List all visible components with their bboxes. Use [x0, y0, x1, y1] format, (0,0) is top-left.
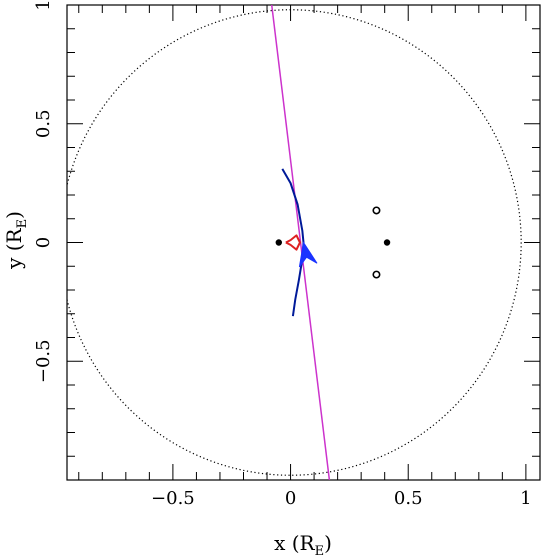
direction-arrow: [298, 241, 318, 268]
y-tick-label: 0.5: [33, 109, 54, 138]
y-axis-label: y (RE): [2, 211, 30, 270]
image-point: [372, 206, 381, 215]
lens-point: [383, 239, 391, 246]
einstein-ring: [67, 9, 522, 476]
y-tick-label: −0.5: [33, 339, 54, 383]
y-tick-label: 1: [33, 0, 54, 11]
lens-point: [275, 239, 282, 246]
y-tick-label: 0: [33, 237, 54, 248]
x-axis-label: x (RE): [274, 531, 332, 557]
x-tick-label: 0.5: [394, 488, 423, 509]
axis-ticks: [67, 4, 540, 481]
x-tick-label: 0: [285, 488, 296, 509]
image-point: [372, 270, 381, 279]
caustic: [285, 234, 301, 251]
tick-labels: −0.5 0 0.5 1 −0.5 0 0.5 1: [33, 0, 532, 509]
x-tick-label: 1: [520, 488, 531, 509]
x-tick-label: −0.5: [151, 488, 195, 509]
chart-marks: [67, 5, 522, 480]
